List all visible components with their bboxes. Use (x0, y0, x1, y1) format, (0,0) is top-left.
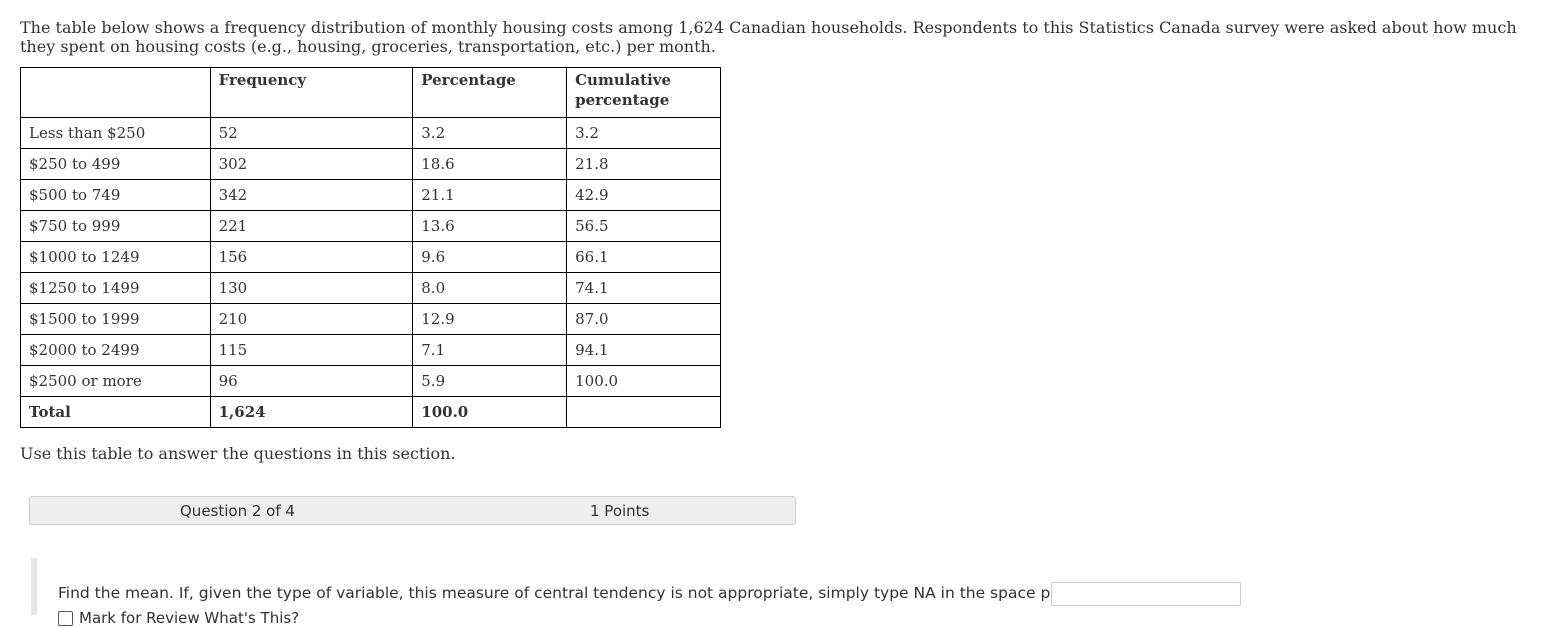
table-cell: $250 to 499 (20, 148, 211, 180)
table-header-cell: Percentage (412, 67, 568, 118)
table-cell: 210 (209, 303, 414, 335)
table-total-cell: Total (20, 396, 211, 428)
table-cell: 96 (209, 365, 414, 397)
question-text: Find the mean. If, given the type of var… (58, 584, 1114, 602)
table-cell: 100.0 (566, 365, 721, 397)
table-cell: 74.1 (566, 272, 721, 304)
table-row: $1500 to 1999 210 12.9 87.0 (20, 303, 721, 335)
intro-text: The table below shows a frequency distri… (20, 18, 1517, 56)
mark-for-review-checkbox[interactable] (58, 611, 73, 626)
table-total-cell: 100.0 (412, 396, 568, 428)
table-header-cell (20, 67, 211, 118)
question-points: 1 Points (590, 502, 650, 520)
question-header-bar: Question 2 of 4 1 Points (29, 496, 796, 525)
table-cell: $500 to 749 (20, 179, 211, 211)
table-cell: 56.5 (566, 210, 721, 242)
table-cell: 9.6 (412, 241, 568, 273)
table-cell: Less than $250 (20, 117, 211, 149)
table-cell: $750 to 999 (20, 210, 211, 242)
table-cell: 3.2 (566, 117, 721, 149)
table-cell: $1000 to 1249 (20, 241, 211, 273)
table-cell: 5.9 (412, 365, 568, 397)
table-cell: $2500 or more (20, 365, 211, 397)
mark-for-review[interactable]: Mark for Review What's This? (58, 609, 299, 627)
table-cell: 3.2 (412, 117, 568, 149)
table-cell: 94.1 (566, 334, 721, 366)
question-number: Question 2 of 4 (180, 502, 295, 520)
table-total-row: Total 1,624 100.0 (20, 396, 721, 428)
mark-for-review-label: Mark for Review What's This? (79, 609, 300, 627)
table-cell: 7.1 (412, 334, 568, 366)
table-cell: 21.1 (412, 179, 568, 211)
table-cell: 52 (209, 117, 414, 149)
use-table-note: Use this table to answer the questions i… (20, 444, 456, 463)
table-cell: 12.9 (412, 303, 568, 335)
table-row: $1000 to 1249 156 9.6 66.1 (20, 241, 721, 273)
table-cell: 8.0 (412, 272, 568, 304)
table-row: $2500 or more 96 5.9 100.0 (20, 365, 721, 397)
table-cell: 42.9 (566, 179, 721, 211)
table-cell: $1500 to 1999 (20, 303, 211, 335)
table-cell: 66.1 (566, 241, 721, 273)
table-row: $500 to 749 342 21.1 42.9 (20, 179, 721, 211)
table-cell: 342 (209, 179, 414, 211)
table-cell: 156 (209, 241, 414, 273)
table-header-cell: Frequency (209, 67, 414, 118)
table-cell: 302 (209, 148, 414, 180)
table-row: $250 to 499 302 18.6 21.8 (20, 148, 721, 180)
table-row: $750 to 999 221 13.6 56.5 (20, 210, 721, 242)
table-cell: 21.8 (566, 148, 721, 180)
table-row: $1250 to 1499 130 8.0 74.1 (20, 272, 721, 304)
table-cell: 18.6 (412, 148, 568, 180)
table-cell: 115 (209, 334, 414, 366)
table-cell: 87.0 (566, 303, 721, 335)
table-row: Less than $250 52 3.2 3.2 (20, 117, 721, 149)
question-body: Find the mean. If, given the type of var… (31, 558, 1560, 627)
table-row: $2000 to 2499 115 7.1 94.1 (20, 334, 721, 366)
table-cell: 221 (209, 210, 414, 242)
table-cell: 130 (209, 272, 414, 304)
table-total-cell (566, 396, 721, 428)
table-cell: $2000 to 2499 (20, 334, 211, 366)
answer-input[interactable] (1051, 582, 1241, 606)
table-total-cell: 1,624 (209, 396, 414, 428)
table-cell: $1250 to 1499 (20, 272, 211, 304)
table-cell: 13.6 (412, 210, 568, 242)
table-header-row: Frequency Percentage Cumulative percenta… (20, 67, 721, 118)
frequency-table: Frequency Percentage Cumulative percenta… (20, 67, 721, 428)
table-header-cell: Cumulative percentage (566, 67, 721, 118)
